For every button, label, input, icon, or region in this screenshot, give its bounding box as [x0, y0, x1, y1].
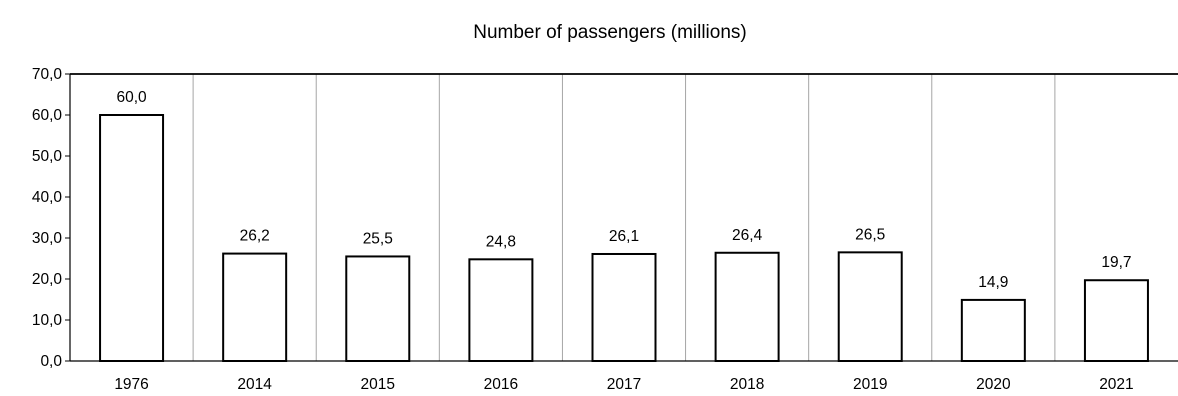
bar — [99, 114, 165, 362]
y-tick-label: 40,0 — [32, 189, 63, 206]
y-tick-label: 70,0 — [32, 66, 63, 83]
x-tick-label: 2016 — [484, 376, 518, 393]
y-tick-label: 50,0 — [32, 148, 63, 165]
data-label: 60,0 — [116, 89, 147, 106]
x-tick-label: 2018 — [730, 376, 764, 393]
bar — [591, 252, 657, 363]
data-label: 14,9 — [978, 274, 1008, 291]
x-tick-label: 2019 — [853, 376, 887, 393]
bar — [960, 298, 1026, 363]
bar — [714, 251, 780, 362]
y-axis-ticks: 0,0 10,0 20,0 30,0 40,0 50,0 60,0 70,0 — [32, 66, 70, 370]
data-label: 26,5 — [855, 226, 885, 243]
bar — [837, 251, 903, 363]
data-label: 24,8 — [486, 233, 516, 250]
chart-title: Number of passengers (millions) — [473, 22, 747, 43]
bar — [468, 258, 534, 363]
bar — [222, 252, 288, 362]
x-tick-label: 2015 — [361, 376, 395, 393]
y-tick-label: 0,0 — [40, 353, 62, 370]
data-label: 26,4 — [732, 227, 763, 244]
x-axis-ticks: 1976 2014 2015 2016 2017 2018 2019 2020 2021 — [114, 376, 1133, 393]
y-tick-label: 10,0 — [32, 312, 63, 329]
data-label: 25,5 — [363, 230, 393, 247]
x-tick-label: 2020 — [976, 376, 1011, 393]
y-tick-label: 60,0 — [32, 107, 63, 124]
data-label: 26,2 — [240, 228, 270, 245]
bar — [1083, 279, 1149, 363]
data-labels: 60,0 26,2 25,5 24,8 26,1 26,4 26,5 14,9 19,7 — [116, 89, 1131, 291]
x-tick-label: 2014 — [237, 376, 272, 393]
grid-lines — [192, 74, 1056, 361]
bar — [345, 255, 411, 363]
bars — [99, 114, 1149, 363]
x-tick-label: 2021 — [1099, 376, 1133, 393]
x-tick-label: 1976 — [114, 376, 148, 393]
data-label: 19,7 — [1101, 254, 1131, 271]
data-label: 26,1 — [609, 228, 639, 245]
y-tick-label: 30,0 — [32, 230, 63, 247]
y-tick-label: 20,0 — [32, 271, 63, 288]
x-tick-label: 2017 — [607, 376, 641, 393]
